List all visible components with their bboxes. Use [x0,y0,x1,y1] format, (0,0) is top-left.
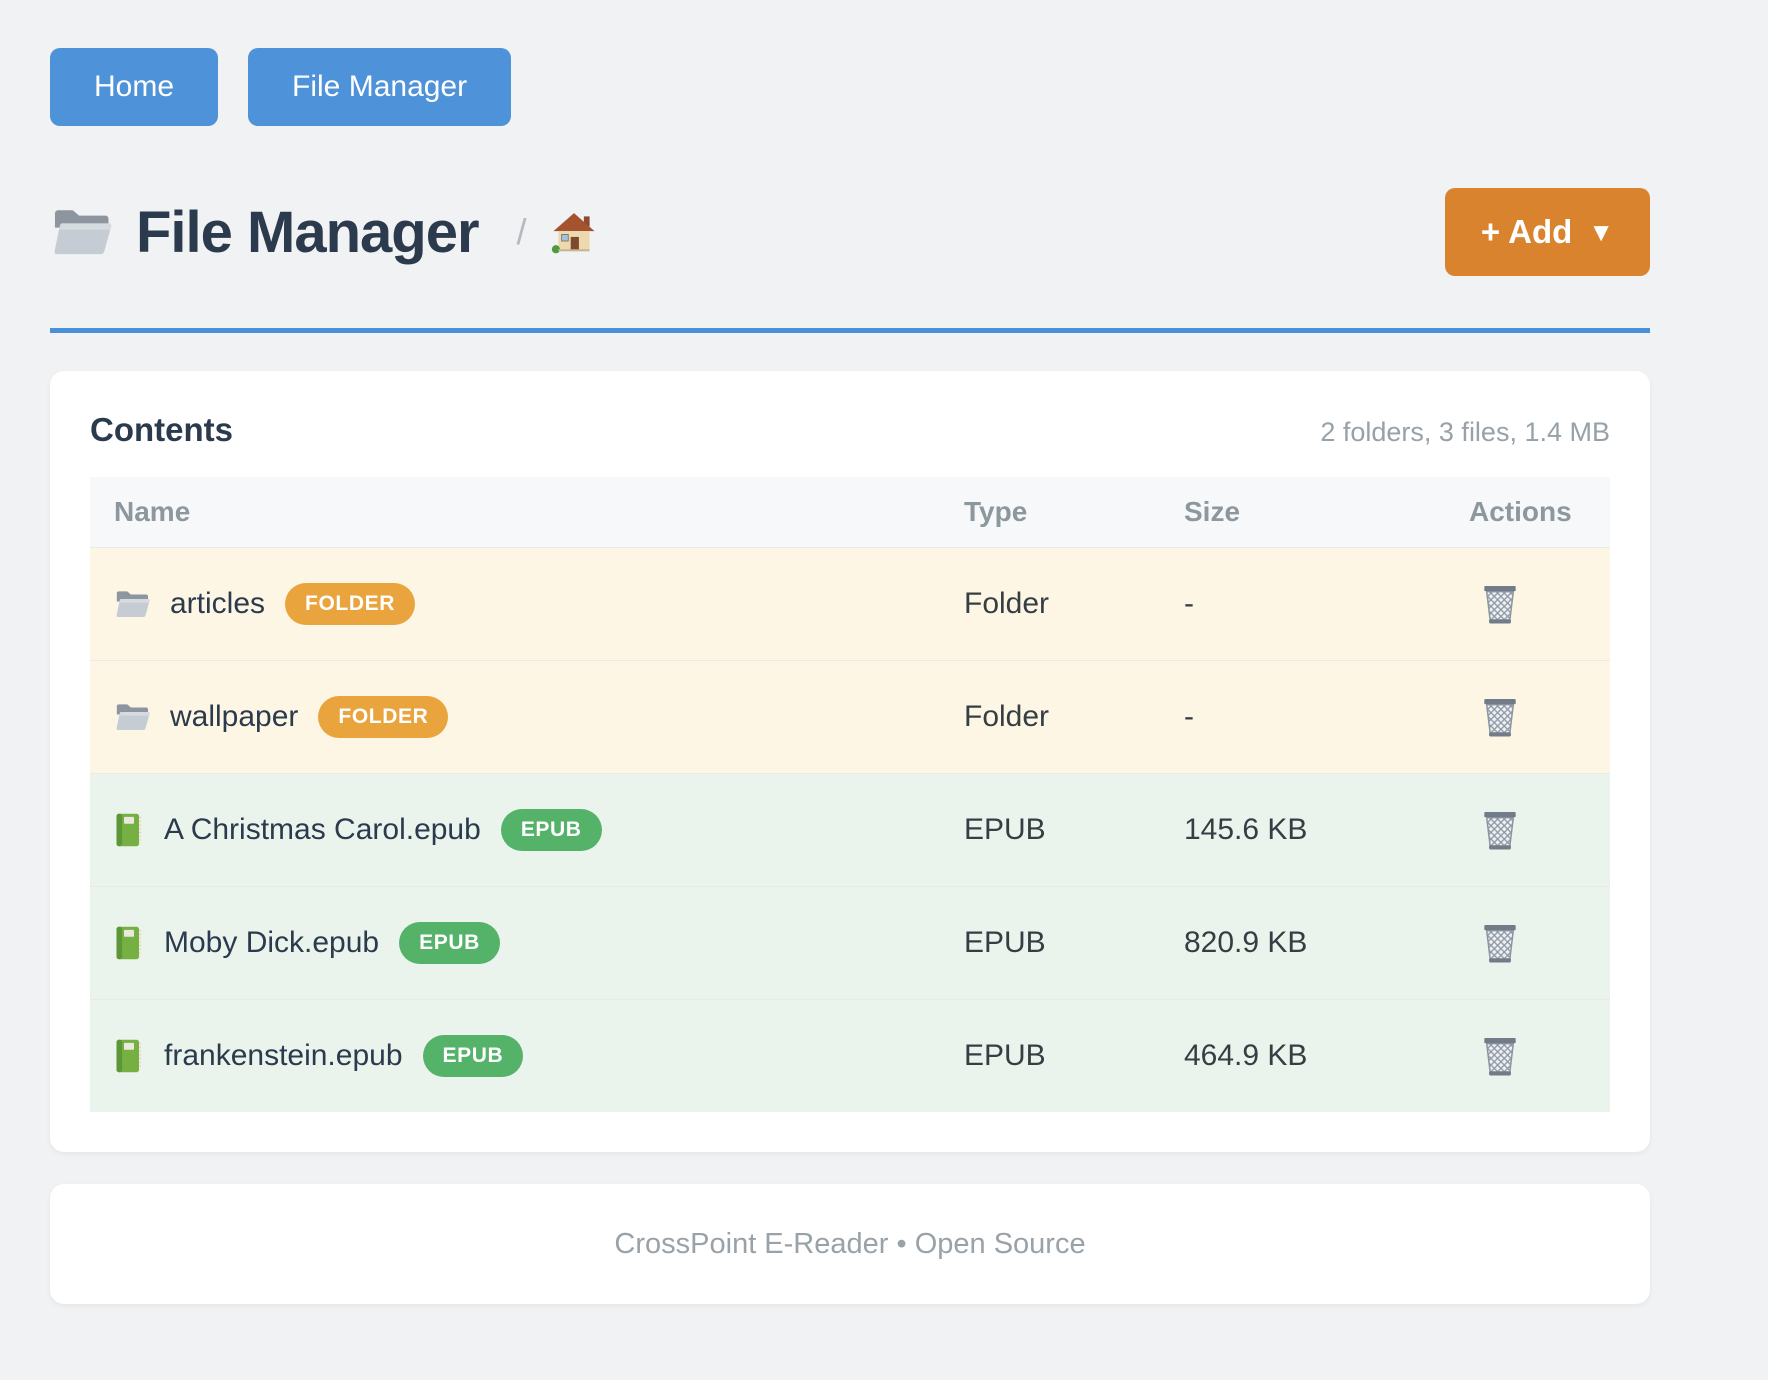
delete-button[interactable] [1445,696,1519,738]
size-cell: 464.9 KB [1184,1039,1308,1072]
green-book-icon [114,812,144,848]
folder-name-link[interactable]: wallpaper [170,700,299,733]
caret-down-icon: ▼ [1588,216,1614,247]
contents-card: Contents 2 folders, 3 files, 1.4 MB Name… [50,371,1650,1152]
size-cell: - [1184,700,1194,733]
delete-button[interactable] [1445,583,1519,625]
footer: CrossPoint E-Reader • Open Source [50,1184,1650,1304]
table-row: A Christmas Carol.epub EPUB EPUB 145.6 K… [90,773,1610,886]
wastebasket-icon [1481,809,1519,851]
epub-badge: EPUB [500,809,602,851]
wastebasket-icon [1481,696,1519,738]
house-icon[interactable] [551,209,597,255]
add-button[interactable]: + Add ▼ [1444,188,1650,276]
type-cell: EPUB [964,926,1046,959]
page-title: File Manager [136,199,480,265]
column-header-type: Type [964,496,1028,527]
home-button[interactable]: Home [50,48,219,126]
epub-badge: EPUB [399,922,500,964]
table-row: frankenstein.epub EPUB EPUB 464.9 KB [90,999,1610,1112]
folder-icon [50,205,112,259]
column-header-name: Name [114,496,191,527]
green-book-icon [114,925,144,961]
file-manager-page: Home File Manager File Manager / + Add ▼… [50,48,1650,1304]
table-row: articles FOLDER Folder - [90,547,1610,660]
top-nav: Home File Manager [50,48,1650,126]
add-button-label: + Add [1480,213,1573,250]
column-header-size: Size [1184,496,1241,527]
epub-badge: EPUB [422,1035,524,1077]
size-cell: 145.6 KB [1184,813,1308,846]
delete-button[interactable] [1445,922,1519,964]
page-header: File Manager / + Add ▼ [50,188,1650,276]
file-table: Name Type Size Actions articles FOLDER F… [90,477,1610,1112]
green-book-icon [114,1038,144,1074]
folder-name-link[interactable]: articles [170,587,266,620]
folder-badge: FOLDER [285,583,415,625]
contents-summary: 2 folders, 3 files, 1.4 MB [1320,417,1610,447]
type-cell: Folder [964,700,1050,733]
contents-heading: Contents [90,411,233,448]
type-cell: Folder [964,587,1050,620]
file-name-link[interactable]: A Christmas Carol.epub [164,813,481,846]
folder-icon [114,701,150,733]
table-header-row: Name Type Size Actions [90,477,1610,547]
breadcrumb-separator: / [516,211,527,252]
file-name-link[interactable]: Moby Dick.epub [164,926,380,959]
folder-icon [114,588,150,620]
file-manager-button[interactable]: File Manager [248,48,512,126]
delete-button[interactable] [1445,809,1519,851]
column-header-actions: Actions [1469,496,1572,527]
footer-text: CrossPoint E-Reader • Open Source [614,1227,1086,1260]
type-cell: EPUB [964,1039,1046,1072]
size-cell: - [1184,587,1194,620]
file-name-link[interactable]: frankenstein.epub [164,1039,403,1072]
delete-button[interactable] [1445,1035,1519,1077]
wastebasket-icon [1481,1035,1519,1077]
wastebasket-icon [1481,583,1519,625]
table-row: wallpaper FOLDER Folder - [90,660,1610,773]
type-cell: EPUB [964,813,1046,846]
table-row: Moby Dick.epub EPUB EPUB 820.9 KB [90,886,1610,999]
header-divider [50,328,1650,333]
wastebasket-icon [1481,922,1519,964]
folder-badge: FOLDER [318,696,449,738]
size-cell: 820.9 KB [1184,926,1308,959]
